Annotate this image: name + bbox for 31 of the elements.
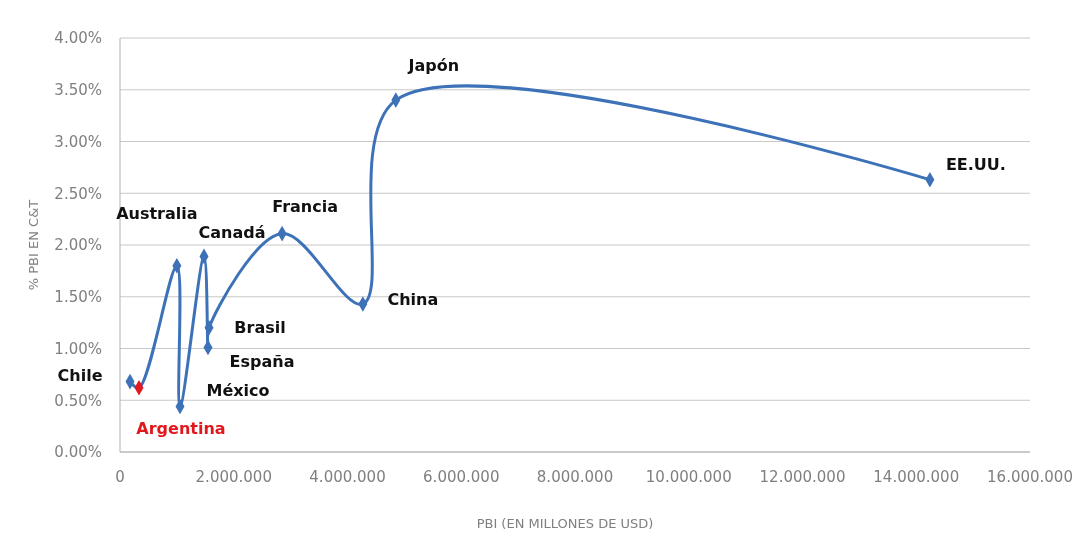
annotation: Australia: [116, 204, 198, 224]
y-tick-label: 1.50%: [54, 288, 102, 306]
y-tick-label: 2.00%: [54, 236, 102, 255]
y-tick-label: 3.00%: [54, 132, 102, 151]
y-tick-label: 3.50%: [54, 81, 102, 99]
annotation: Chile: [57, 366, 103, 386]
annotation: Argentina: [136, 419, 226, 439]
annotation: Canadá: [198, 222, 266, 242]
x-tick-label: 2.000.000: [195, 468, 272, 486]
y-tick-label: 4.00%: [54, 29, 102, 48]
x-axis-title: PBI (EN MILLONES DE USD): [476, 516, 654, 531]
x-tick-label: 14.000.000: [873, 468, 960, 486]
annotation: EE.UU.: [945, 155, 1006, 175]
annotation: Japón: [407, 55, 460, 75]
x-tick-label: 8.000.000: [536, 468, 614, 486]
y-axis-title: % PBI EN C&T: [26, 199, 41, 291]
x-tick-label: 12.000.000: [759, 468, 846, 486]
x-tick-label: 16.000.000: [987, 468, 1073, 486]
annotation: Francia: [272, 197, 338, 217]
annotation: China: [387, 289, 439, 309]
y-tick-label: 1.00%: [54, 339, 102, 358]
x-tick-label: 10.000.000: [645, 468, 732, 486]
x-tick-label: 4.000.000: [309, 468, 386, 486]
y-tick-label: 0.00%: [54, 443, 102, 462]
annotation: Brasil: [234, 318, 286, 338]
annotation: España: [229, 352, 295, 372]
x-tick-label: 0: [115, 468, 125, 486]
y-tick-label: 2.50%: [54, 184, 102, 203]
x-tick-label: 6.000.000: [423, 468, 500, 486]
annotation: México: [206, 381, 270, 401]
y-tick-label: 0.50%: [54, 391, 102, 410]
